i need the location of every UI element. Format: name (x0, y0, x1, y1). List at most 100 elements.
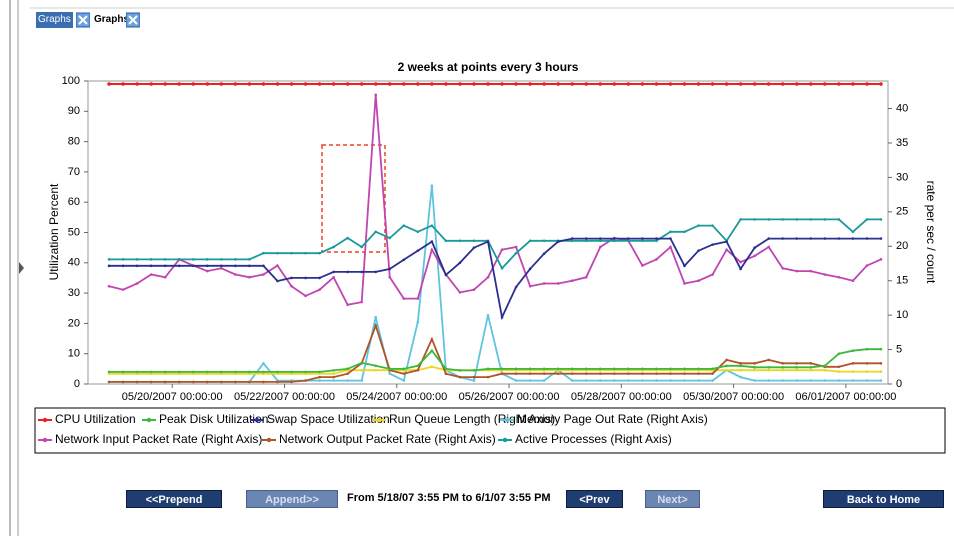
y-axis-label: Utilization Percent (47, 183, 61, 280)
series-point (711, 273, 714, 276)
series-point (683, 372, 686, 375)
series-point (837, 365, 841, 369)
series-point (683, 230, 686, 234)
series-point (388, 236, 392, 240)
series-point (458, 375, 462, 379)
series-point (794, 82, 799, 86)
series-point (416, 230, 420, 234)
series-point (416, 82, 420, 86)
series-point (683, 282, 686, 285)
series-point (655, 367, 658, 371)
series-point (613, 237, 616, 240)
series-point (331, 82, 336, 86)
series-point (627, 237, 630, 240)
append-button[interactable]: Append>> (246, 490, 338, 508)
y-tick-label: 20 (68, 317, 80, 329)
series-point (542, 372, 546, 375)
tab[interactable]: Graphs (94, 14, 130, 25)
series-point (809, 362, 813, 365)
series-point (669, 230, 672, 234)
y-tick-label: 30 (68, 287, 80, 299)
series-point (318, 372, 321, 375)
chart-title: 2 weeks at points every 3 hours (398, 60, 579, 74)
series-point (374, 93, 378, 97)
series-point (879, 237, 883, 240)
series-point (149, 273, 153, 276)
series-point (641, 237, 644, 240)
series-point (739, 362, 742, 365)
prepend-button[interactable]: <<Prepend (126, 490, 222, 508)
series-point (332, 372, 335, 375)
series-point (711, 243, 714, 246)
series-point (458, 369, 462, 372)
series-line (108, 94, 882, 306)
home-button[interactable]: Back to Home (823, 490, 944, 508)
series-point (163, 258, 167, 261)
series-point (668, 82, 673, 86)
series-point (163, 264, 167, 268)
series-point (697, 224, 700, 227)
series-point (276, 370, 279, 374)
series-point (262, 264, 265, 268)
series-point (627, 239, 630, 243)
series-point (205, 258, 209, 261)
series-point (598, 239, 602, 243)
panel-handle[interactable] (19, 262, 24, 274)
series-point (851, 379, 855, 382)
series-point (135, 82, 139, 86)
series-point (107, 370, 111, 374)
series-point (542, 282, 546, 285)
series-point (318, 375, 321, 379)
series-point (809, 82, 813, 86)
series-point (430, 184, 434, 187)
tab-close[interactable] (126, 12, 140, 28)
y2-tick-label: 5 (896, 343, 902, 355)
prev-button[interactable]: <Prev (566, 490, 623, 508)
series-point (472, 288, 476, 291)
series-point (346, 372, 349, 375)
series-point (262, 372, 265, 375)
series-point (304, 370, 307, 374)
series-point (472, 246, 476, 249)
series-point (781, 379, 785, 382)
series-point (626, 82, 631, 86)
series-point (360, 361, 363, 365)
series-point (837, 218, 841, 221)
x-tick-label: 05/30/2007 00:00:00 (683, 391, 784, 403)
series-line (109, 348, 881, 373)
series-point (191, 258, 195, 261)
series-point (879, 362, 883, 365)
series-point (205, 82, 210, 86)
series-point (472, 369, 476, 372)
series-point (262, 362, 265, 365)
series-point (711, 379, 714, 382)
series-point (669, 372, 672, 375)
series-point (710, 82, 715, 86)
series-point (598, 367, 602, 371)
series-point (697, 249, 700, 252)
series-point (655, 239, 658, 243)
next-button[interactable]: Next> (645, 490, 700, 508)
series-point (374, 315, 378, 319)
series-point (556, 240, 560, 243)
y-tick-label: 70 (68, 166, 80, 178)
series-point (177, 372, 181, 375)
series-point (851, 230, 855, 234)
tab[interactable]: Graphs (36, 12, 73, 28)
series-point (107, 82, 111, 86)
tab-close[interactable] (76, 12, 90, 28)
series-point (304, 294, 307, 298)
series-point (121, 372, 125, 375)
series-point (248, 275, 251, 279)
y-tick-label: 50 (68, 226, 80, 238)
series-point (444, 367, 448, 371)
series-point (416, 368, 420, 372)
series-point (711, 224, 714, 227)
series-point (290, 380, 293, 384)
legend-label: Peak Disk Utilization (159, 412, 268, 426)
series-point (430, 365, 434, 369)
series-point (570, 82, 575, 86)
series-point (837, 82, 841, 86)
series-point (388, 267, 392, 271)
series-point (767, 366, 771, 369)
